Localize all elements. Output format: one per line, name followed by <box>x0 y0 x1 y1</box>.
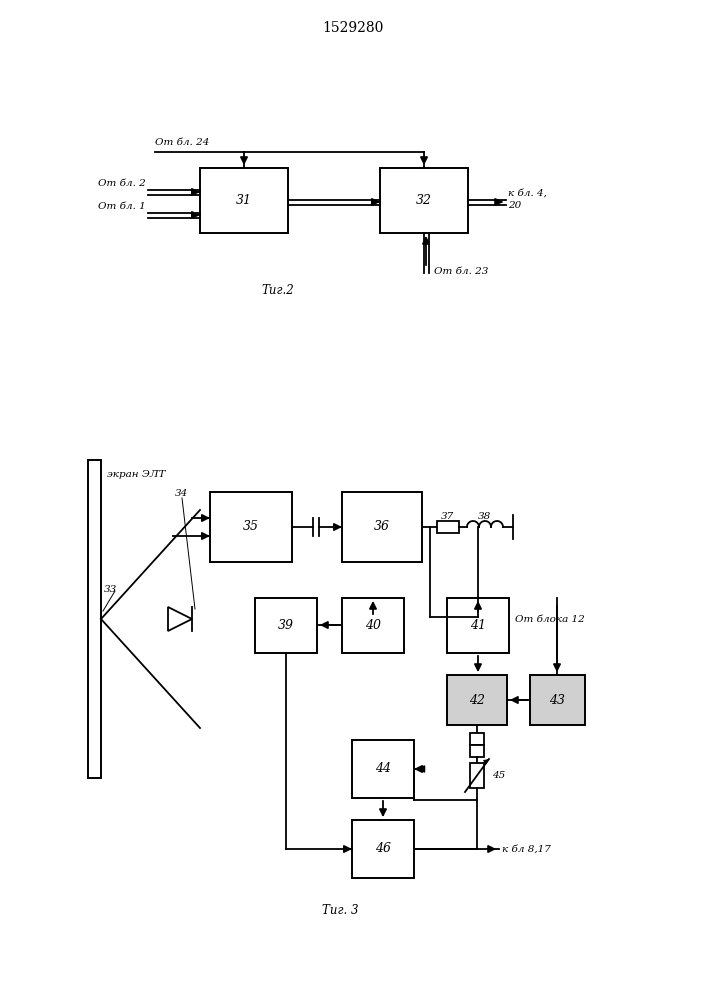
Text: к бл 8,17: к бл 8,17 <box>502 844 551 854</box>
Bar <box>88 460 101 778</box>
Bar <box>342 492 422 562</box>
Bar <box>470 745 484 757</box>
Text: 32: 32 <box>416 194 432 207</box>
Text: 42: 42 <box>469 694 485 706</box>
Bar <box>352 740 414 798</box>
Bar <box>210 492 292 562</box>
Text: От бл. 23: От бл. 23 <box>434 267 489 276</box>
Text: От бл. 1: От бл. 1 <box>98 202 146 211</box>
Text: От бл. 2: От бл. 2 <box>98 179 146 188</box>
Text: 33: 33 <box>104 584 117 593</box>
Bar <box>447 598 509 653</box>
Text: 40: 40 <box>365 619 381 632</box>
Text: От бл. 24: От бл. 24 <box>155 138 209 147</box>
Text: 46: 46 <box>375 842 391 856</box>
Text: 38: 38 <box>479 512 491 521</box>
Text: От блока 12: От блока 12 <box>515 615 585 624</box>
Text: экран ЭЛТ: экран ЭЛТ <box>107 470 165 479</box>
Text: 34: 34 <box>175 489 188 498</box>
Text: 37: 37 <box>441 512 455 521</box>
Text: 35: 35 <box>243 520 259 534</box>
Text: к бл. 4,: к бл. 4, <box>508 189 547 198</box>
Text: 45: 45 <box>492 770 506 780</box>
Bar <box>437 521 459 533</box>
Text: 44: 44 <box>375 762 391 776</box>
Bar <box>342 598 404 653</box>
Bar <box>352 820 414 878</box>
Bar <box>470 733 484 745</box>
Bar <box>380 168 468 233</box>
Text: 41: 41 <box>470 619 486 632</box>
Bar <box>255 598 317 653</box>
Bar <box>470 763 484 788</box>
Text: 1529280: 1529280 <box>322 21 384 35</box>
Text: 36: 36 <box>374 520 390 534</box>
Text: Τиг.2: Τиг.2 <box>262 284 294 296</box>
Text: 43: 43 <box>549 694 565 706</box>
Bar <box>447 675 507 725</box>
Text: 20: 20 <box>508 201 521 210</box>
Text: Τиг. 3: Τиг. 3 <box>322 904 358 916</box>
Bar <box>530 675 585 725</box>
Text: 39: 39 <box>278 619 294 632</box>
Bar <box>200 168 288 233</box>
Text: 31: 31 <box>236 194 252 207</box>
